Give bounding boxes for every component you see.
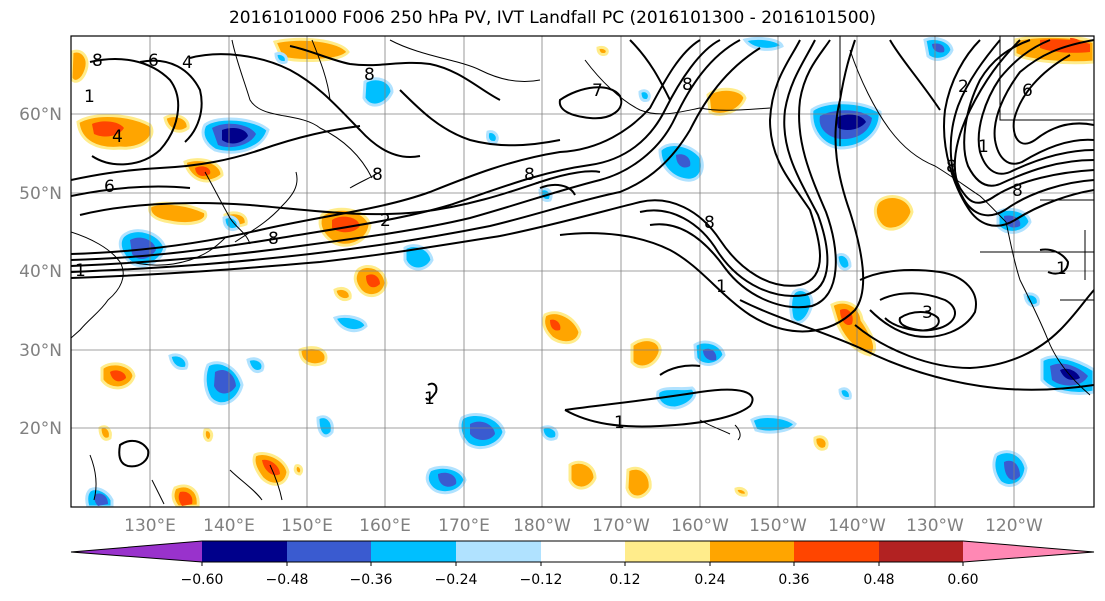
contour-label: 2 [380,211,391,231]
lon-label: 140°E [203,516,255,536]
lon-label: 120°W [985,516,1043,536]
contour-label: 1 [1056,259,1067,279]
lon-label: 140°W [828,516,886,536]
colorbar-segment [879,541,963,562]
contour-label: 8 [524,165,535,185]
lat-label: 60°N [19,105,62,125]
contour-label: 6 [148,51,159,71]
contour-label: 8 [946,157,957,177]
colorbar-segment [202,541,287,562]
contour-label: 1 [84,87,95,107]
lat-label: 20°N [19,419,62,439]
lon-label: 150°W [749,516,807,536]
lat-label: 50°N [19,184,62,204]
lon-label: 170°E [438,516,490,536]
lon-label: 160°E [359,516,411,536]
colorbar-tick-label: 0.24 [694,572,725,588]
latitude-labels: 60°N 50°N 40°N 30°N 20°N [19,105,62,439]
contour-label: 6 [104,177,115,197]
lon-label: 160°W [671,516,729,536]
contour-label: 8 [268,229,279,249]
contour-label: 4 [112,127,123,147]
colorbar-segment [371,541,456,562]
colorbar-segment [541,541,625,562]
colorbar-segment [287,541,371,562]
contour-label: 8 [682,75,693,95]
lon-label: 170°W [592,516,650,536]
colorbar-segment [625,541,710,562]
pv-contours [71,39,1094,468]
contour-label: 1 [716,277,727,297]
map-frame [70,35,1095,508]
contour-label: 1 [978,137,989,157]
colorbar-tick-label: −0.60 [181,572,224,588]
colorbar-tick-label: −0.24 [435,572,478,588]
contour-label: 1 [75,261,86,281]
colorbar-segment [71,541,202,562]
graticule [71,36,1094,507]
colorbar-tick-label: 0.48 [863,572,894,588]
map-area [71,36,1094,507]
colorbar-segment [710,541,794,562]
colorbar-segment [963,541,1094,562]
colorbar-tick-label: −0.36 [350,572,393,588]
map-title: 2016101000 F006 250 hPa PV, IVT Landfall… [228,8,876,28]
pv-anomaly-shading [71,36,1094,507]
coastlines [71,36,1094,505]
contour-label: 1 [424,389,435,409]
colorbar-segment [456,541,541,562]
lon-label: 150°E [281,516,333,536]
contour-label: 7 [592,81,603,101]
lat-label: 40°N [19,262,62,282]
contour-label-group: 8 6 4 1 4 6 1 8 8 8 2 8 8 7 8 1 6 2 1 8 … [75,51,1067,433]
contour-label: 8 [704,213,715,233]
colorbar-segment [794,541,879,562]
colorbar-tick-label: −0.12 [520,572,563,588]
contour-label: 1 [614,413,625,433]
lat-label: 30°N [19,341,62,361]
colorbar-tick-label: −0.48 [266,572,309,588]
contour-label: 6 [1022,81,1033,101]
colorbar-tick-label: 0.60 [947,572,978,588]
colorbar-tick-label: 0.12 [609,572,640,588]
contour-label: 3 [922,303,933,323]
contour-label: 2 [958,77,969,97]
contour-label: 4 [182,53,193,73]
longitude-labels: 130°E 140°E 150°E 160°E 170°E 180°W 170°… [124,516,1043,536]
contour-label: 8 [364,65,375,85]
contour-label: 8 [92,51,103,71]
colorbar: −0.60 −0.48 −0.36 −0.24 −0.12 0.12 0.24 … [70,540,1095,588]
lon-label: 180°W [513,516,571,536]
contour-label: 8 [1012,181,1023,201]
colorbar-tick-label: 0.36 [778,572,809,588]
lon-label: 130°E [124,516,176,536]
lon-label: 130°W [906,516,964,536]
colorbar-ticks [201,562,964,566]
contour-label: 8 [372,165,383,185]
